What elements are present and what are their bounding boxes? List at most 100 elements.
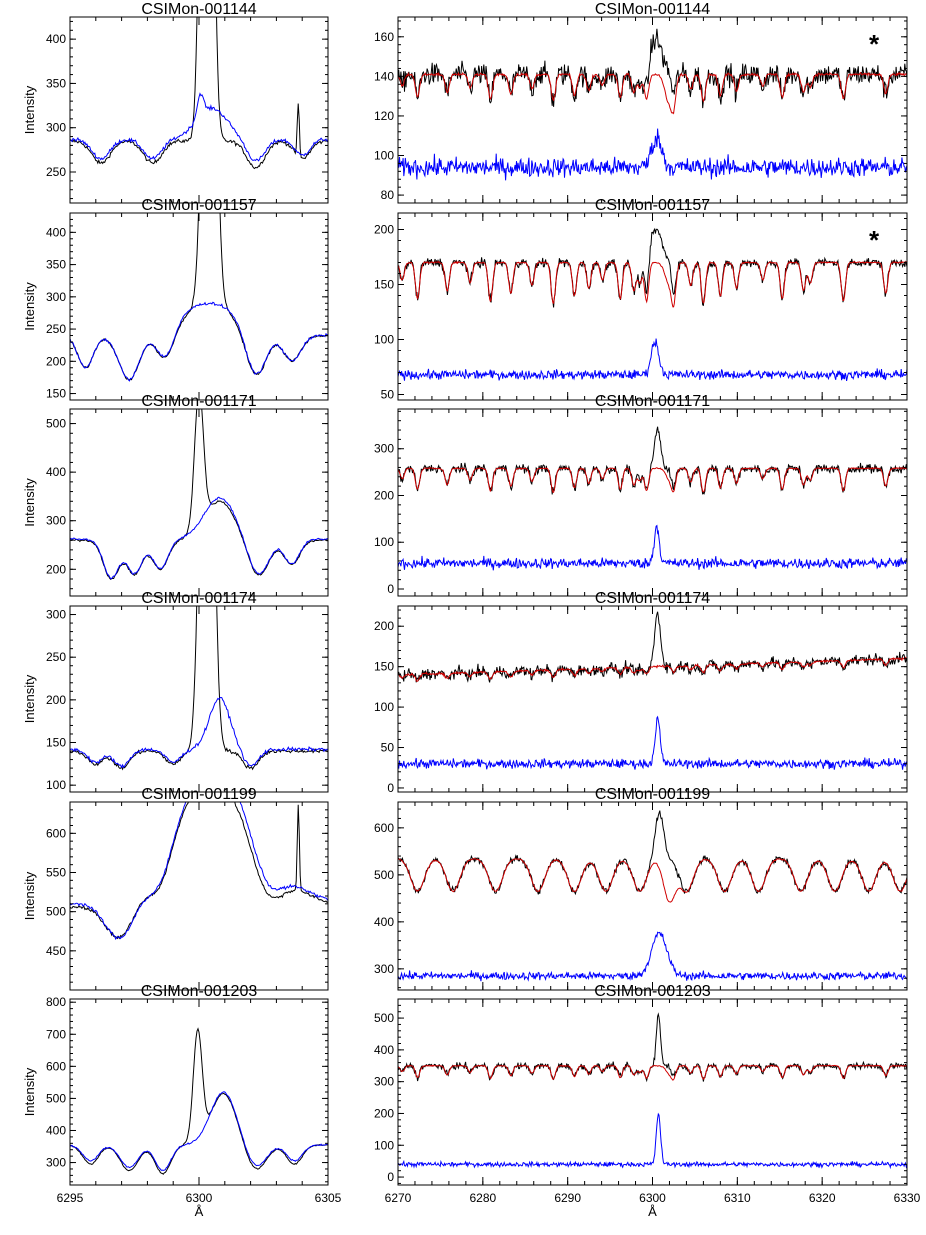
series-line-1 — [70, 1091, 328, 1171]
y-tick-label: 400 — [374, 915, 394, 929]
panel-11: 0 100 200 300 400 500 6270 6280 6290 6300 6310 6320… — [374, 983, 921, 1219]
plot-frame — [69, 16, 329, 204]
y-axis-label: Intensity — [22, 282, 37, 331]
series-line-0 — [70, 17, 328, 170]
y-tick-label: 150 — [374, 660, 394, 674]
y-axis-label: Intensity — [22, 478, 37, 527]
panel-title: CSIMon-001144 — [595, 1, 710, 18]
series-line-2 — [398, 931, 907, 982]
x-tick-label: 6305 — [315, 1191, 342, 1205]
panel-title: CSIMon-001203 — [594, 983, 711, 1000]
y-tick-label: 120 — [374, 109, 394, 123]
panel-title: CSIMon-001174 — [595, 590, 710, 607]
y-tick-label: 0 — [387, 1170, 394, 1184]
y-tick-label: 200 — [374, 488, 394, 502]
y-tick-label: 700 — [46, 1027, 66, 1041]
y-tick-label: 80 — [381, 188, 395, 202]
y-tick-label: 140 — [374, 69, 394, 83]
y-tick-label: 600 — [46, 826, 66, 840]
y-axis-label: Intensity — [22, 871, 37, 920]
y-axis-label: Intensity — [22, 1067, 37, 1116]
y-tick-label: 400 — [46, 1123, 66, 1137]
y-tick-label: 100 — [374, 700, 394, 714]
y-tick-label: 0 — [387, 582, 394, 596]
panel-title: CSIMon-001171 — [141, 393, 256, 410]
series-line-0 — [70, 802, 328, 940]
panel-2: 150 200 250 300 350 400 CSIMon-001157 Intensity — [22, 197, 329, 401]
y-tick-label: 400 — [374, 1043, 394, 1057]
y-tick-label: 160 — [374, 30, 394, 44]
y-tick-label: 50 — [381, 741, 395, 755]
x-tick-label: 6310 — [724, 1191, 751, 1205]
y-tick-label: 100 — [46, 778, 66, 792]
y-tick-label: 550 — [46, 866, 66, 880]
panel-0: 250 300 350 400 CSIMon-001144 Intensity — [22, 1, 329, 204]
series-line-0 — [398, 28, 907, 109]
panel-title: CSIMon-001199 — [595, 786, 710, 803]
plot-frame — [397, 998, 908, 1186]
y-tick-label: 300 — [46, 608, 66, 622]
series-line-1 — [70, 802, 328, 940]
series-line-0 — [70, 606, 328, 771]
y-tick-label: 100 — [374, 535, 394, 549]
plot-frame — [69, 801, 329, 991]
y-tick-label: 800 — [46, 995, 66, 1009]
y-axis-label: Intensity — [22, 85, 37, 134]
panel-9: 300 400 500 600 CSIMon-001199 — [374, 786, 908, 991]
x-tick-label: 6320 — [809, 1191, 836, 1205]
plot-frame — [397, 605, 908, 793]
panel-title: CSIMon-001203 — [141, 983, 258, 1000]
y-tick-label: 300 — [46, 1156, 66, 1170]
y-tick-label: 200 — [46, 693, 66, 707]
y-tick-label: 150 — [46, 736, 66, 750]
y-tick-label: 500 — [46, 1091, 66, 1105]
y-tick-label: 150 — [374, 278, 394, 292]
series-line-1 — [70, 496, 328, 580]
panel-8: 450 500 550 600 CSIMon-001199 Intensity — [22, 786, 329, 991]
plot-frame — [397, 408, 908, 597]
y-tick-label: 400 — [46, 32, 66, 46]
y-tick-label: 150 — [46, 387, 66, 401]
plot-frame — [69, 408, 329, 597]
y-tick-label: 200 — [374, 1106, 394, 1120]
panel-4: 200 300 400 500 CSIMon-001171 Intensity — [22, 393, 329, 597]
y-tick-label: 500 — [46, 417, 66, 431]
y-tick-label: 350 — [46, 258, 66, 272]
series-line-0 — [398, 426, 907, 495]
y-tick-label: 400 — [46, 465, 66, 479]
y-tick-label: 450 — [46, 944, 66, 958]
series-line-2 — [398, 128, 907, 181]
series-line-1 — [398, 656, 907, 683]
panel-1: 80 100 120 140 160 CSIMon-001144 * — [374, 1, 908, 204]
y-tick-label: 200 — [46, 354, 66, 368]
y-tick-label: 100 — [374, 1138, 394, 1152]
panel-10: 300 400 500 600 700 800 6295 6300 6305 CSIMon-001… — [22, 983, 342, 1219]
panel-title: CSIMon-001144 — [141, 1, 256, 18]
y-tick-label: 300 — [374, 1075, 394, 1089]
y-tick-label: 600 — [46, 1059, 66, 1073]
panel-title: CSIMon-001199 — [141, 786, 256, 803]
y-tick-label: 500 — [46, 905, 66, 919]
series-line-0 — [398, 227, 907, 308]
y-tick-label: 300 — [46, 290, 66, 304]
y-tick-label: 300 — [374, 962, 394, 976]
y-tick-label: 0 — [387, 781, 394, 795]
series-line-1 — [398, 71, 907, 115]
series-line-0 — [70, 213, 328, 381]
series-line-1 — [70, 301, 328, 382]
series-line-0 — [398, 810, 907, 896]
y-tick-label: 250 — [46, 322, 66, 336]
y-tick-label: 250 — [46, 165, 66, 179]
y-tick-label: 300 — [46, 514, 66, 528]
y-tick-label: 500 — [374, 1011, 394, 1025]
series-line-2 — [398, 338, 907, 381]
x-tick-label: 6330 — [894, 1191, 921, 1205]
series-line-1 — [398, 466, 907, 493]
panel-5: 0 100 200 300 CSIMon-001171 — [374, 393, 908, 597]
series-line-2 — [398, 1112, 907, 1170]
y-tick-label: 50 — [381, 388, 395, 402]
panel-title: CSIMon-001171 — [595, 393, 710, 410]
series-line-1 — [398, 1064, 907, 1081]
y-tick-label: 300 — [374, 442, 394, 456]
